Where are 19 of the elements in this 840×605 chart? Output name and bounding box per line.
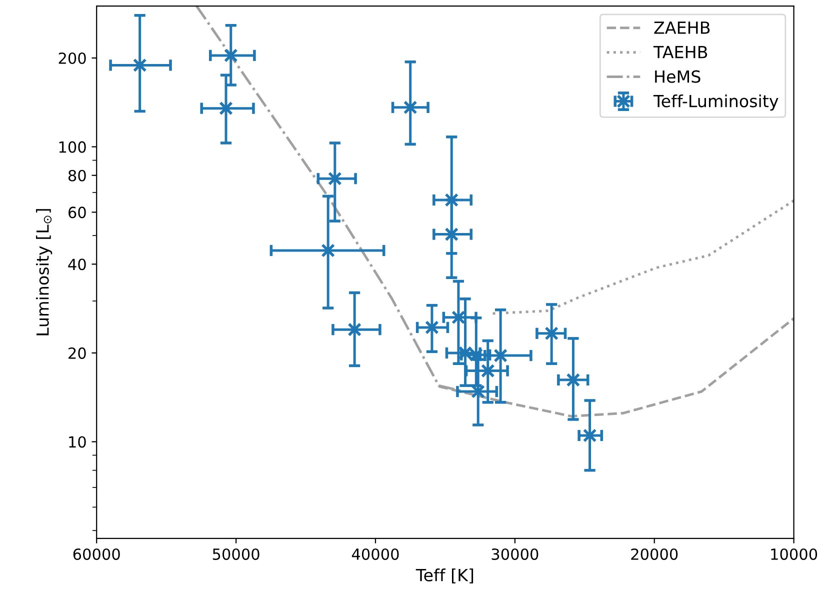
legend-label: HeMS [655, 70, 700, 83]
legend-label: TAEHB [653, 46, 708, 58]
legend-label: ZAEHB [654, 22, 710, 34]
legend-label: Teff-Luminosity [653, 94, 778, 111]
x-tick-label: 30000 [492, 548, 538, 560]
y-tick-label: 200 [58, 52, 86, 64]
y-tick-label: 100 [59, 141, 86, 153]
y-axis-title: Luminosity [L$_{⊙}$] [36, 209, 52, 336]
y-tick-label: 20 [68, 347, 86, 359]
x-tick-label: 50000 [212, 548, 260, 560]
y-tick-label: 10 [69, 436, 86, 448]
x-axis-title: Teff [K] [416, 568, 474, 584]
x-tick-label: 20000 [631, 548, 678, 560]
y-tick-label: 40 [68, 258, 86, 270]
y-tick-label: 80 [68, 170, 86, 182]
x-tick-label: 10000 [771, 548, 818, 560]
x-tick-label: 40000 [352, 548, 399, 560]
x-tick-label: 60000 [73, 548, 120, 560]
y-tick-label: 60 [68, 206, 86, 218]
